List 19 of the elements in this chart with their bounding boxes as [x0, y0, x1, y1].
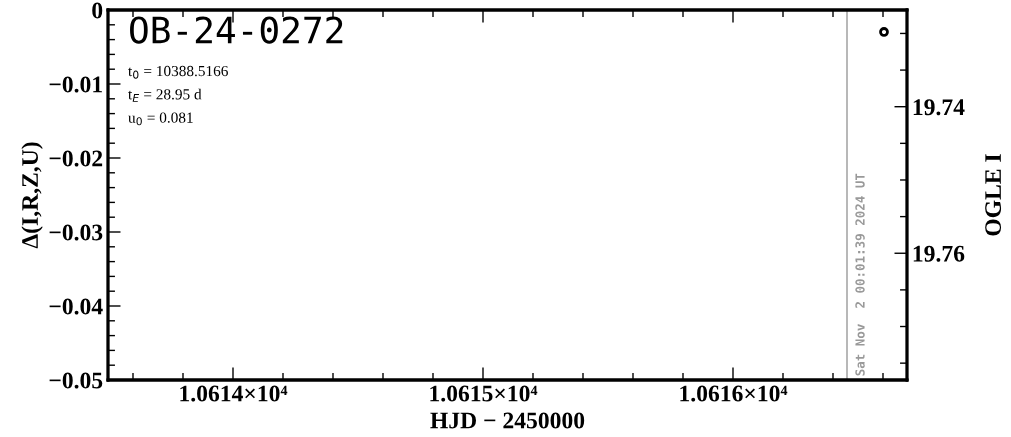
x-tick-label: 1.0614×10⁴ [180, 385, 288, 402]
y-tick-label: −0.03 [49, 224, 103, 241]
y-tick-label: −0.05 [49, 372, 103, 389]
x-tick-label: 1.0616×10⁴ [680, 385, 788, 402]
chart-title: OB-24-0272 [130, 16, 343, 44]
y-tick-label: −0.01 [49, 76, 102, 93]
annotation: t$_{0}$ = 10388.5166 [128, 65, 228, 79]
y2-tick-label: 19.74 [913, 99, 965, 116]
y-tick-label: −0.02 [49, 150, 103, 167]
y-tick-label: −0.04 [49, 298, 103, 315]
annotation: u$_{0}$ = 0.081 [128, 112, 193, 126]
y-axis-title: Δ(I,R,Z,U) [21, 142, 43, 249]
annotation: Sat Nov 2 00:01:39 2024 UT [855, 173, 865, 376]
annotation: t$_{E}$ = 28.95 d [128, 88, 202, 102]
x-axis-title: HJD − 2450000 [430, 412, 585, 429]
y2-tick-label: 19.76 [913, 245, 965, 262]
y2-axis-title: OGLE I [985, 154, 1002, 236]
x-tick-label: 1.0615×10⁴ [430, 385, 538, 402]
y-tick-label: 0 [92, 2, 103, 19]
